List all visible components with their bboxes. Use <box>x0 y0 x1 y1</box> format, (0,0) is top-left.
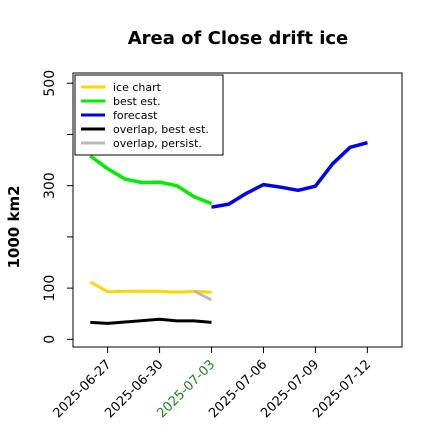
series-line-forecast <box>211 141 368 209</box>
series-line-overlap-persist- <box>193 289 213 302</box>
y-ticks: 0 100 300 500 <box>42 70 73 344</box>
y-tick-label: 100 <box>42 275 58 302</box>
legend-entry: forecast <box>113 109 158 122</box>
chart-title: Area of Close drift ice <box>128 28 349 49</box>
legend-entry: ice chart <box>113 81 162 94</box>
legend-entry: overlap, best est. <box>113 123 209 136</box>
series-line-overlap-best-est- <box>90 317 212 325</box>
series-line-best-est- <box>89 154 213 206</box>
series-lines <box>89 141 368 325</box>
y-tick-label: 500 <box>42 70 58 97</box>
legend-entry: best est. <box>113 95 161 108</box>
y-axis-label: 1000 km2 <box>5 185 23 268</box>
series-line-ice-chart <box>89 280 212 294</box>
y-tick-label: 300 <box>42 172 58 199</box>
plot-frame <box>72 72 403 348</box>
legend-entry: overlap, persist. <box>113 137 202 150</box>
y-tick-label: 0 <box>42 335 58 344</box>
x-ticks: 2025-06-272025-06-302025-07-032025-07-06… <box>50 347 374 421</box>
